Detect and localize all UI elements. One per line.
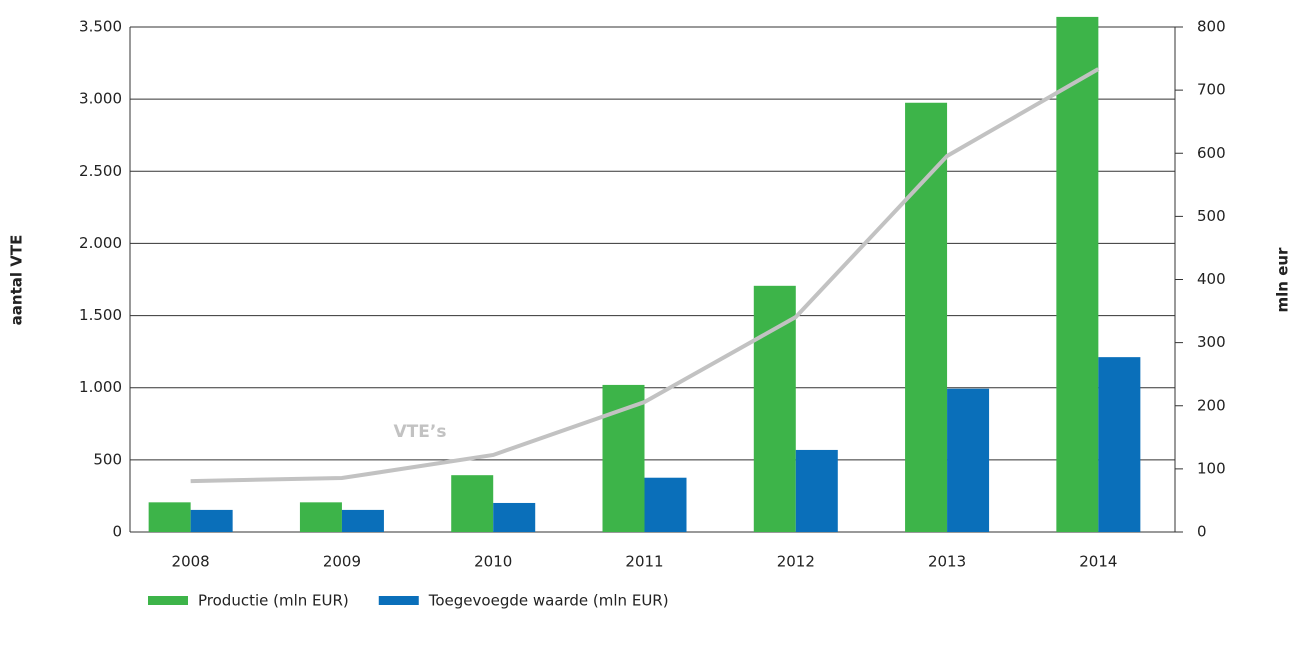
- legend-label: Toegevoegde waarde (mln EUR): [428, 592, 669, 610]
- y2-tick-label: 300: [1197, 333, 1226, 351]
- y2-tick-label: 200: [1197, 396, 1226, 414]
- bar: [644, 477, 687, 532]
- x-tick-label: 2011: [625, 553, 663, 571]
- x-tick-label: 2013: [928, 553, 966, 571]
- bar: [602, 384, 645, 532]
- y2-tick-label: 600: [1197, 144, 1226, 162]
- y-tick-label: 3.500: [79, 18, 122, 36]
- bar: [341, 509, 384, 532]
- y-tick-label: 1.500: [79, 306, 122, 324]
- y-tick-label: 500: [93, 450, 122, 468]
- y-axis-label: aantal VTE: [8, 235, 26, 326]
- y-tick-label: 1.000: [79, 378, 122, 396]
- legend-swatch: [148, 596, 188, 605]
- y2-axis-label: mln eur: [1274, 247, 1292, 313]
- y-tick-label: 2.500: [79, 162, 122, 180]
- y-tick-label: 3.000: [79, 90, 122, 108]
- x-tick-label: 2009: [323, 553, 361, 571]
- y2-tick-label: 100: [1197, 459, 1226, 477]
- bar: [299, 502, 342, 532]
- y-tick-label: 0: [112, 523, 122, 541]
- bar: [148, 502, 191, 532]
- y2-tick-label: 800: [1197, 18, 1226, 36]
- y-tick-label: 2.000: [79, 234, 122, 252]
- y2-tick-label: 400: [1197, 270, 1226, 288]
- bar: [451, 475, 494, 532]
- bar: [905, 102, 948, 532]
- x-tick-label: 2008: [172, 553, 210, 571]
- line: [190, 67, 1100, 484]
- x-tick-label: 2010: [474, 553, 512, 571]
- annotation: VTE’s: [394, 422, 447, 442]
- bar: [190, 509, 233, 532]
- x-tick-label: 2014: [1079, 553, 1117, 571]
- y2-tick-label: 0: [1197, 523, 1207, 541]
- x-tick-label: 2012: [777, 553, 815, 571]
- y2-tick-label: 500: [1197, 207, 1226, 225]
- bar: [947, 388, 990, 532]
- y2-tick-label: 700: [1197, 81, 1226, 99]
- bar: [493, 502, 536, 532]
- bar: [795, 449, 838, 532]
- bar: [1098, 357, 1141, 532]
- bar: [1056, 16, 1099, 532]
- legend-label: Productie (mln EUR): [198, 592, 349, 610]
- legend-swatch: [378, 596, 419, 605]
